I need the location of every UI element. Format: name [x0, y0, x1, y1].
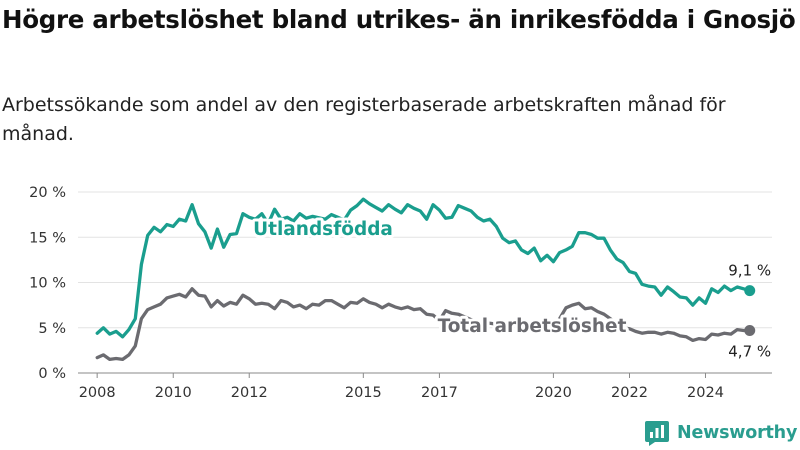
chart-title: Högre arbetslöshet bland utrikes- än inr…	[2, 5, 796, 34]
axes: 0 % 5 % 10 % 15 % 20 % 2008 2010 2012 2015 2017 20…	[29, 185, 724, 401]
x-tick-label: 2022	[611, 385, 648, 401]
x-tick-label: 2020	[535, 385, 572, 401]
series-line-1	[95, 287, 752, 362]
x-tick-label: 2017	[421, 385, 458, 401]
x-tick-label: 2012	[231, 385, 268, 401]
series-name-label-0: Utlandsfödda	[253, 219, 393, 240]
brand-name: Newsworthy	[677, 423, 798, 443]
series-name-label-1: Total arbetslöshet	[438, 316, 627, 337]
series-end-point-0	[744, 285, 756, 297]
y-tick-label: 10 %	[29, 276, 66, 292]
x-tick-label: 2010	[155, 385, 192, 401]
series-end-point-1	[744, 324, 756, 336]
x-tick-label: 2024	[687, 385, 724, 401]
chart-subtitle: Arbetssökande som andel av den registerb…	[2, 94, 726, 145]
bar-chart-logo-icon	[645, 421, 669, 446]
x-tick-label: 2015	[345, 385, 382, 401]
series-lines	[95, 197, 756, 362]
series-end-label-1: 4,7 %	[728, 342, 771, 360]
series-line-0	[95, 197, 752, 339]
gridlines	[78, 191, 772, 374]
y-tick-label: 20 %	[29, 185, 66, 201]
y-tick-label: 5 %	[38, 321, 66, 337]
series-labels: 9,1 % 4,7 % Utlandsfödda Total arbetslöshet	[250, 216, 771, 360]
newsworthy-brand[interactable]: Newsworthy	[644, 420, 797, 446]
series-end-label-0: 9,1 %	[728, 262, 771, 280]
y-tick-label: 15 %	[29, 230, 66, 246]
y-tick-label: 0 %	[38, 366, 66, 382]
x-tick-label: 2008	[79, 385, 116, 401]
